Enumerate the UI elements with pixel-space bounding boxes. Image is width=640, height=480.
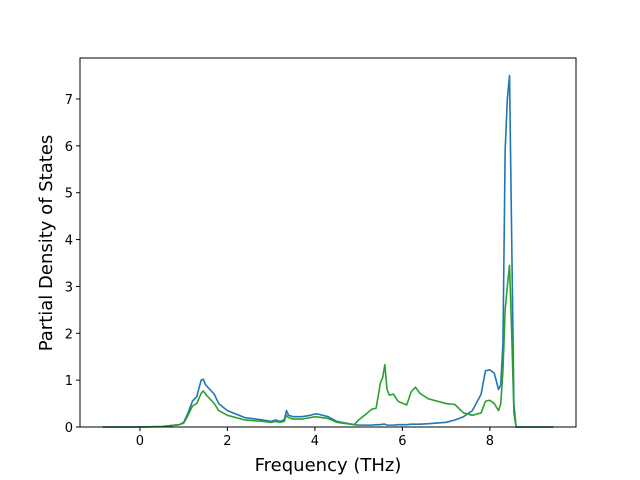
x-axis-label: Frequency (THz) [255,455,402,476]
y-tick-label: 3 [65,280,73,295]
y-tick-label: 1 [65,374,73,389]
series-line [102,74,554,428]
series-line [102,264,554,428]
x-tick-label: 6 [398,434,406,449]
x-tick-label: 0 [136,434,144,449]
y-tick-label: 4 [65,234,73,249]
x-tick-label: 4 [311,434,319,449]
x-tick-label: 2 [223,434,231,449]
y-tick-label: 2 [65,327,73,342]
plot-frame [79,57,577,428]
y-tick-label: 6 [65,140,73,155]
y-axis-label: Partial Density of States [36,135,57,352]
y-tick-label: 0 [65,421,73,436]
y-tick-label: 5 [65,187,73,202]
y-tick-label: 7 [65,93,73,108]
x-tick-label: 8 [486,434,494,449]
